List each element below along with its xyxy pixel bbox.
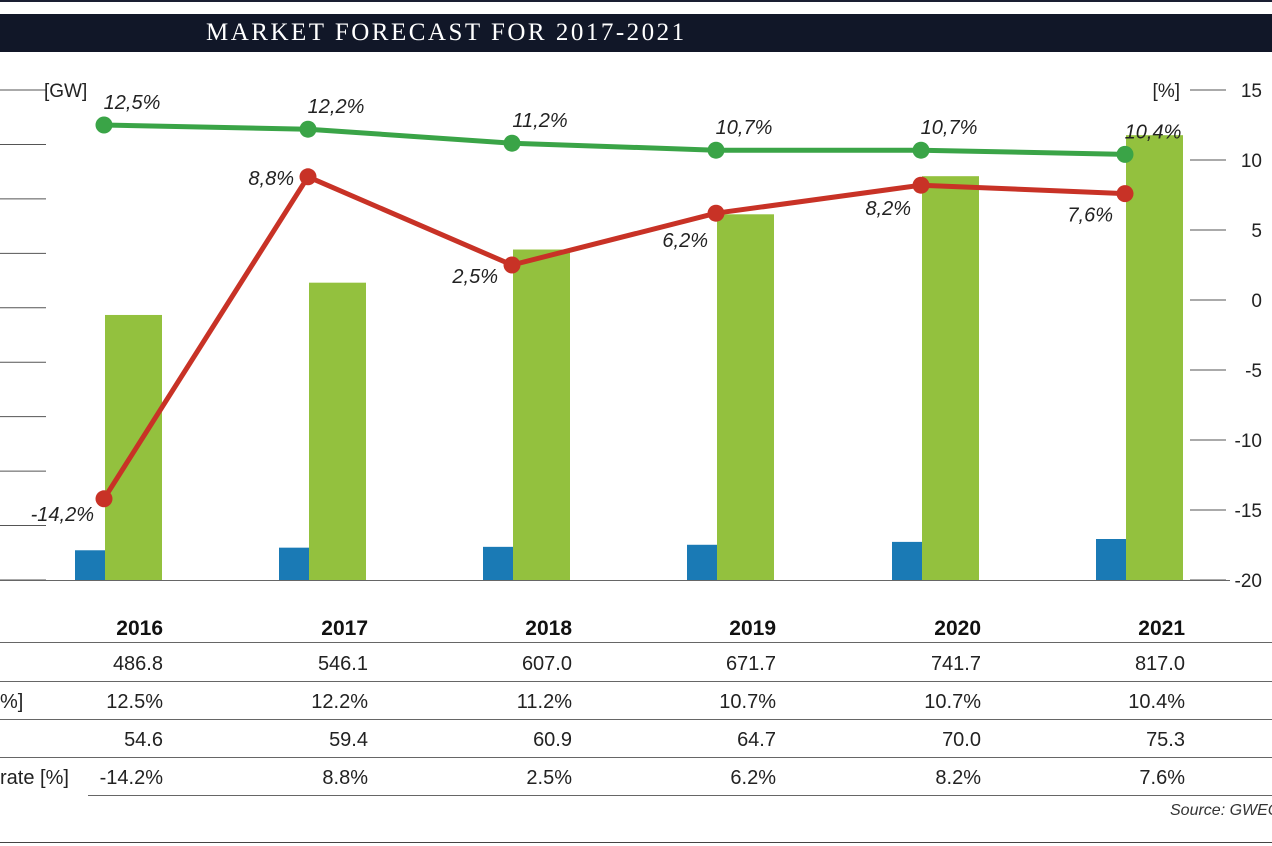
series-line [101,174,1126,501]
table-cell: 8.8% [322,767,368,789]
table-column-header: 2019 [729,617,776,640]
table-cell: 817.0 [1135,653,1185,675]
table-cell: 6.2% [730,767,776,789]
series-point [95,116,113,134]
data-label: 12,2% [308,96,365,118]
data-label: 11,2% [512,110,567,132]
right-axis-tick-label: 0 [1251,291,1262,312]
table-cell: 10.7% [719,691,776,713]
right-axis-unit: [%] [1153,81,1180,102]
right-axis-tick-label: -15 [1235,501,1262,522]
right-axis-tick-label: -20 [1235,571,1262,592]
series-point [503,256,521,274]
series-line [103,122,1126,157]
series-point [912,141,930,159]
data-label: 10,7% [716,117,773,139]
bar-green [105,314,162,580]
table-cell: 12.5% [106,691,163,713]
right-axis-tick-label: 5 [1251,221,1262,242]
data-label: -14,2% [31,504,94,526]
source-note: Source: GWEC [1170,802,1272,819]
table-cell: 607.0 [522,653,572,675]
data-label: 8,2% [865,198,911,220]
data-label: 10,4% [1125,121,1182,143]
data-label: 6,2% [662,230,708,252]
table-cell: 10.4% [1128,691,1185,713]
table-cell: 486.8 [113,653,163,675]
data-label: 7,6% [1067,205,1113,227]
series-point [707,204,725,222]
right-axis-tick-label: -10 [1235,431,1262,452]
data-table: 2016 2017 2018 2019 2020 2021 486.8 546.1 607.0 6… [0,617,1272,796]
data-label: 8,8% [248,168,294,190]
title-banner: MARKET FORECAST FOR 2017-2021 [0,14,1272,52]
series-point [299,120,317,138]
table-cell: 59.4 [329,729,368,751]
chart-area: [GW] 15 10 5 0 -5 -10 -15 -20 [%] 12,5% 12,2% 11,2% 1… [0,81,1262,592]
data-label: 2,5% [451,266,498,288]
table-cell: 11.2% [517,691,572,713]
table-cell: 8.2% [935,767,981,789]
table-column-header: 2016 [116,617,163,640]
table-row-label: %] [0,691,23,713]
table-cell: 75.3 [1146,729,1185,751]
series-point [912,176,930,194]
series-point [503,134,521,152]
data-label: 12,5% [104,92,161,114]
table-cell: 54.6 [124,729,163,751]
table-cell: 7.6% [1139,767,1185,789]
table-cell: 2.5% [526,767,572,789]
series-point [95,490,113,508]
series-point [299,168,317,186]
table-cell: 64.7 [737,729,776,751]
table-row-label: rate [%] [0,767,69,789]
table-cell: 60.9 [533,729,572,751]
table-column-header: 2020 [934,617,981,640]
table-cell: 70.0 [942,729,981,751]
table-cell: 671.7 [726,653,776,675]
bar-green [513,249,570,580]
left-axis-unit: [GW] [44,81,87,102]
top-rule [0,0,1272,2]
right-axis-tick-label: -5 [1245,361,1262,382]
right-axis-tick-label: 15 [1241,81,1262,102]
chart-title: MARKET FORECAST FOR 2017-2021 [206,19,687,46]
table-cell: -14.2% [100,767,164,789]
table-cell: 546.1 [318,653,368,675]
bar-green [309,282,366,580]
table-cell: 12.2% [311,691,368,713]
series-point [1116,185,1134,203]
bar-green [922,176,979,580]
bottom-rule [0,842,1272,843]
table-column-header: 2017 [321,617,368,640]
table-column-header: 2018 [525,617,572,640]
series-point [707,141,725,159]
table-cell: 741.7 [931,653,981,675]
bar-green [1126,135,1183,580]
series-point [1116,145,1134,163]
right-axis-tick-label: 10 [1241,151,1262,172]
table-column-header: 2021 [1138,617,1185,640]
table-cell: 10.7% [924,691,981,713]
bar-green [717,214,774,580]
data-label: 10,7% [921,117,978,139]
